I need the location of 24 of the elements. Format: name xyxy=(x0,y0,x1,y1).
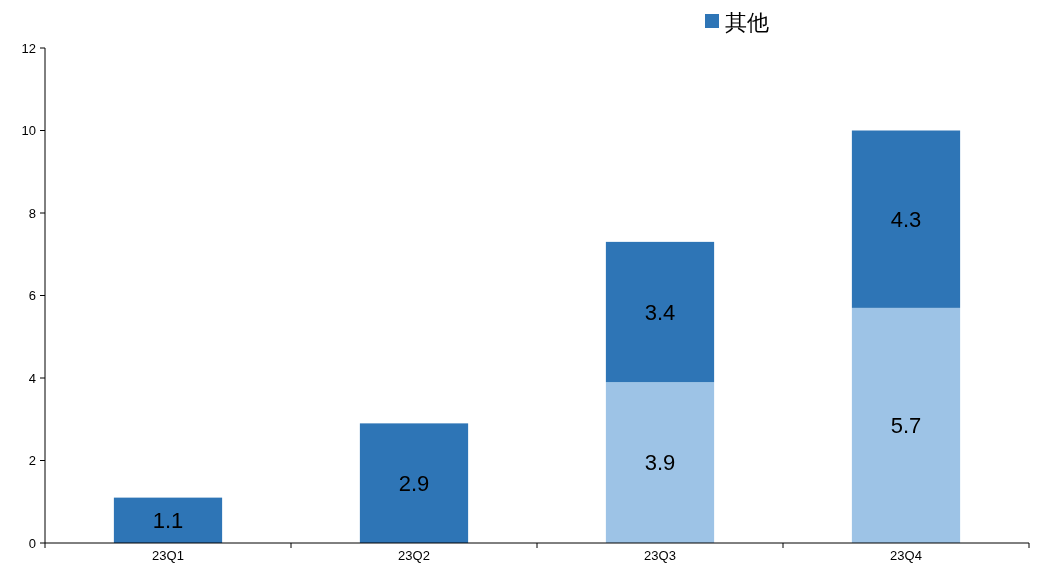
bar xyxy=(851,307,961,543)
bar xyxy=(359,423,469,543)
data-label: 3.9 xyxy=(644,450,676,476)
y-tick-label: 6 xyxy=(28,288,36,304)
bar xyxy=(851,130,961,308)
data-label: 5.7 xyxy=(890,413,922,439)
y-tick-label: 12 xyxy=(21,40,36,56)
data-label: 4.3 xyxy=(890,206,922,232)
y-tick-label: 2 xyxy=(28,453,36,469)
x-tick-label: 23Q1 xyxy=(152,548,184,563)
bar xyxy=(605,382,715,543)
y-tick-label: 8 xyxy=(28,205,36,221)
legend-label: 其他 xyxy=(725,9,769,35)
data-label: 2.9 xyxy=(398,470,430,496)
bar xyxy=(113,497,223,543)
y-tick-label: 10 xyxy=(21,123,36,139)
y-tick-label: 0 xyxy=(28,535,36,551)
x-tick-label: 23Q3 xyxy=(644,548,676,563)
x-tick-label: 23Q4 xyxy=(890,548,922,563)
x-tick-label: 23Q2 xyxy=(398,548,430,563)
data-label: 3.4 xyxy=(644,299,676,325)
bar xyxy=(605,241,715,383)
data-label: 1.1 xyxy=(152,508,184,534)
y-tick-label: 4 xyxy=(28,370,36,386)
